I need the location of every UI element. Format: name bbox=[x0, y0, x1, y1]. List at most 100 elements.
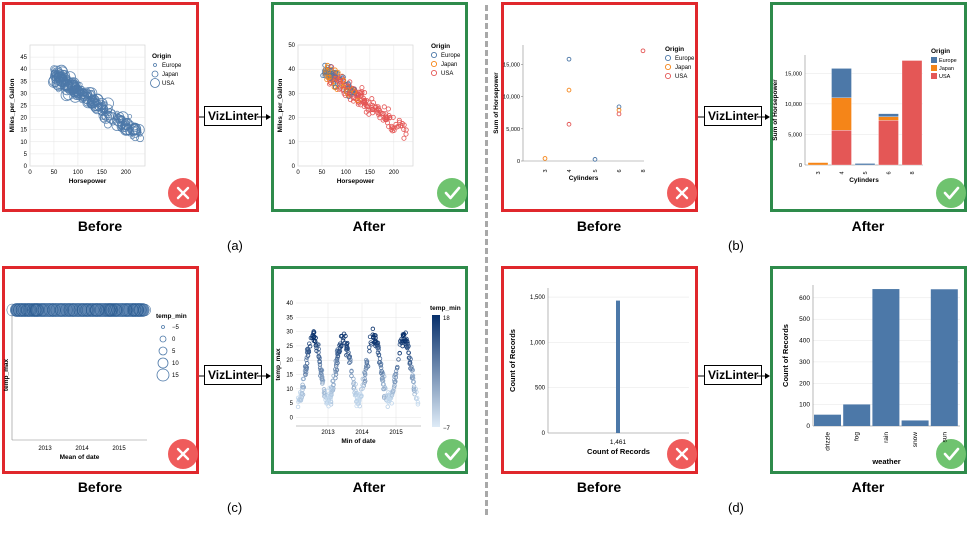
data-point bbox=[86, 90, 95, 99]
data-point bbox=[305, 346, 311, 352]
legend-title: temp_min bbox=[430, 305, 461, 312]
x-tick-label: 4 bbox=[567, 169, 573, 172]
data-point bbox=[322, 394, 327, 399]
data-point bbox=[339, 333, 345, 339]
data-point bbox=[344, 341, 349, 347]
x-tick-label: sun bbox=[941, 432, 948, 443]
data-point bbox=[11, 303, 21, 317]
after-caption: After bbox=[352, 218, 386, 234]
legend-label: Europe bbox=[675, 56, 695, 62]
data-point bbox=[319, 372, 324, 377]
data-point bbox=[134, 303, 144, 317]
data-point bbox=[123, 303, 133, 317]
data-point bbox=[316, 354, 322, 359]
data-point bbox=[616, 104, 622, 110]
data-point bbox=[340, 338, 346, 343]
bar-segment bbox=[878, 120, 899, 166]
data-point bbox=[358, 102, 364, 108]
data-point bbox=[355, 98, 361, 104]
data-point bbox=[324, 396, 330, 402]
x-axis-label: Horsepower bbox=[69, 178, 107, 185]
legend-label: Europe bbox=[162, 63, 182, 69]
data-point bbox=[391, 127, 397, 133]
data-point bbox=[27, 303, 42, 317]
legend-label: 18 bbox=[443, 316, 450, 322]
data-point bbox=[66, 79, 79, 92]
data-point bbox=[347, 354, 352, 360]
panel-d-before bbox=[501, 266, 698, 474]
x-tick-label: fog bbox=[854, 432, 861, 441]
panel-c-before bbox=[2, 266, 199, 474]
data-point bbox=[371, 100, 377, 106]
data-point bbox=[412, 389, 418, 394]
x-tick-label: 6 bbox=[617, 169, 623, 172]
y-axis-label: Miles_per_Gallon bbox=[277, 79, 284, 133]
data-point bbox=[317, 359, 322, 364]
before-caption: Before bbox=[576, 218, 622, 234]
data-point bbox=[358, 93, 364, 99]
data-point bbox=[128, 303, 139, 317]
y-tick-label: 30 bbox=[286, 330, 293, 336]
legend-label: 0 bbox=[172, 337, 176, 343]
x-tick-label: rain bbox=[883, 432, 890, 443]
data-point bbox=[95, 97, 108, 110]
legend-swatch bbox=[931, 65, 937, 71]
data-point bbox=[300, 382, 305, 388]
data-point bbox=[307, 341, 312, 346]
data-point bbox=[355, 101, 361, 107]
data-point bbox=[335, 353, 341, 359]
x-axis-label: weather bbox=[871, 457, 900, 466]
data-point bbox=[340, 78, 346, 84]
data-point bbox=[6, 303, 18, 317]
data-point bbox=[325, 75, 331, 81]
data-point bbox=[313, 343, 318, 348]
data-point bbox=[378, 370, 384, 376]
y-tick-label: 15,000 bbox=[503, 62, 520, 68]
data-point bbox=[356, 398, 362, 404]
y-tick-label: 5,000 bbox=[788, 132, 802, 138]
data-point bbox=[395, 364, 400, 370]
x-axis-label: Horsepower bbox=[337, 178, 375, 185]
data-point bbox=[377, 115, 383, 121]
x-tick-label: 5 bbox=[593, 169, 599, 172]
y-tick-label: 40 bbox=[286, 301, 293, 307]
x-tick-label: 50 bbox=[319, 170, 326, 176]
check-mark-icon bbox=[943, 186, 960, 200]
data-point bbox=[406, 350, 411, 355]
success-badge-icon bbox=[437, 178, 467, 208]
y-tick-label: 10 bbox=[286, 387, 293, 393]
data-point bbox=[73, 303, 83, 317]
data-point bbox=[372, 105, 378, 111]
data-point bbox=[115, 303, 130, 317]
data-point bbox=[99, 114, 108, 123]
vizlinter-label: VizLinter bbox=[204, 365, 263, 385]
data-point bbox=[130, 303, 145, 317]
data-point bbox=[15, 303, 29, 317]
x-axis-label: Mean of date bbox=[60, 454, 100, 461]
data-point bbox=[333, 76, 339, 82]
data-point bbox=[303, 372, 308, 378]
legend-symbol bbox=[664, 63, 672, 71]
y-tick-label: 25 bbox=[286, 344, 293, 350]
data-point bbox=[400, 333, 406, 338]
data-point bbox=[131, 133, 140, 142]
y-tick-label: 10,000 bbox=[503, 95, 520, 101]
y-tick-label: 35 bbox=[20, 79, 27, 85]
data-point bbox=[387, 398, 392, 404]
x-mark-icon bbox=[176, 186, 190, 200]
x-mark-icon bbox=[675, 186, 689, 200]
y-tick-label: 0 bbox=[292, 164, 296, 170]
bar bbox=[616, 300, 620, 433]
y-tick-label: 0 bbox=[290, 415, 294, 421]
data-point bbox=[332, 67, 338, 73]
data-point bbox=[358, 394, 364, 399]
data-point bbox=[365, 103, 371, 109]
data-point bbox=[403, 131, 409, 137]
y-tick-label: 10 bbox=[288, 140, 295, 146]
data-point bbox=[63, 303, 73, 317]
x-tick-label: 4 bbox=[840, 171, 846, 174]
y-tick-label: 25 bbox=[20, 104, 27, 110]
data-point bbox=[361, 98, 367, 104]
panel-label-d: (d) bbox=[728, 500, 744, 515]
legend-label: USA bbox=[675, 74, 687, 80]
